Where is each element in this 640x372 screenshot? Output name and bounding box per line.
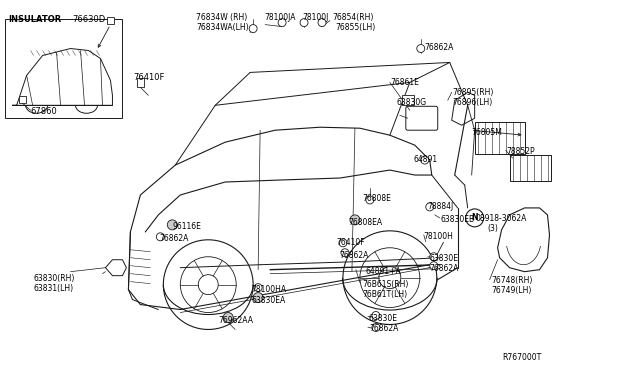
Text: 78100J: 78100J [302, 13, 328, 22]
Text: 76808EA: 76808EA [348, 218, 382, 227]
Circle shape [426, 203, 434, 211]
Text: 78852P: 78852P [507, 147, 535, 156]
Text: 76861E: 76861E [390, 78, 419, 87]
Text: 76808E: 76808E [362, 194, 391, 203]
Text: 76805M: 76805M [472, 128, 502, 137]
Text: 76862A: 76862A [430, 264, 459, 273]
Circle shape [156, 233, 164, 241]
Circle shape [430, 253, 438, 261]
Bar [107, 17, 114, 24]
Text: 76834W (RH): 76834W (RH) [196, 13, 248, 22]
Text: 76834WA(LH): 76834WA(LH) [196, 23, 249, 32]
Text: 63830E: 63830E [369, 314, 398, 323]
Text: R767000T: R767000T [502, 353, 542, 362]
Text: 63830EA: 63830EA [251, 296, 285, 305]
Text: 78100JA: 78100JA [264, 13, 296, 22]
Circle shape [341, 249, 349, 257]
Text: 76862A: 76862A [339, 251, 369, 260]
Bar [19, 96, 26, 103]
Circle shape [466, 209, 484, 227]
Text: 67860: 67860 [31, 107, 58, 116]
Text: 76896(LH): 76896(LH) [452, 98, 493, 108]
Circle shape [350, 215, 360, 225]
Text: 63830(RH): 63830(RH) [34, 274, 75, 283]
Circle shape [339, 239, 347, 247]
Text: 76895(RH): 76895(RH) [452, 89, 494, 97]
Text: 76862A: 76862A [425, 42, 454, 52]
Bar [402, 95, 414, 105]
Circle shape [366, 196, 374, 204]
Text: (3): (3) [488, 224, 499, 233]
Text: 76862A: 76862A [159, 234, 189, 243]
FancyBboxPatch shape [475, 122, 525, 154]
Text: 76410F: 76410F [133, 73, 164, 83]
Text: 76862A: 76862A [369, 324, 398, 333]
Text: 63830E: 63830E [430, 254, 459, 263]
Text: 76855(LH): 76855(LH) [335, 23, 375, 32]
Text: 63830G: 63830G [397, 98, 427, 108]
Text: 64891+A: 64891+A [366, 267, 402, 276]
FancyBboxPatch shape [509, 155, 552, 181]
Text: 08918-3062A: 08918-3062A [476, 214, 527, 223]
Text: 78100H: 78100H [424, 232, 454, 241]
Circle shape [372, 311, 380, 320]
Circle shape [420, 156, 429, 164]
Text: 76630D: 76630D [72, 15, 106, 24]
Text: 76854(RH): 76854(RH) [332, 13, 373, 22]
Text: 76748(RH): 76748(RH) [492, 276, 533, 285]
Circle shape [253, 293, 263, 302]
Circle shape [167, 220, 177, 230]
FancyBboxPatch shape [406, 106, 438, 130]
Circle shape [249, 25, 257, 33]
Circle shape [372, 324, 380, 331]
Circle shape [318, 19, 326, 26]
Text: 78884J: 78884J [428, 202, 454, 211]
Text: 63831(LH): 63831(LH) [34, 283, 74, 293]
Circle shape [278, 19, 286, 26]
Circle shape [254, 283, 262, 292]
Text: 78100HA: 78100HA [251, 285, 286, 294]
Bar [4, 19, 122, 118]
Text: 64891: 64891 [414, 155, 438, 164]
Bar [137, 78, 144, 87]
Text: 76410F: 76410F [336, 238, 365, 247]
Text: INSULATOR: INSULATOR [9, 15, 62, 24]
Circle shape [430, 262, 438, 270]
Text: 76749(LH): 76749(LH) [492, 286, 532, 295]
Text: 96116E: 96116E [172, 222, 201, 231]
Circle shape [223, 312, 233, 323]
Text: 76B61T(LH): 76B61T(LH) [362, 290, 407, 299]
Circle shape [417, 45, 425, 52]
Text: 76962AA: 76962AA [218, 315, 253, 324]
Text: 63830EB: 63830EB [441, 215, 475, 224]
Text: N: N [472, 214, 478, 222]
Text: 76B61S(RH): 76B61S(RH) [362, 280, 408, 289]
Circle shape [300, 19, 308, 26]
